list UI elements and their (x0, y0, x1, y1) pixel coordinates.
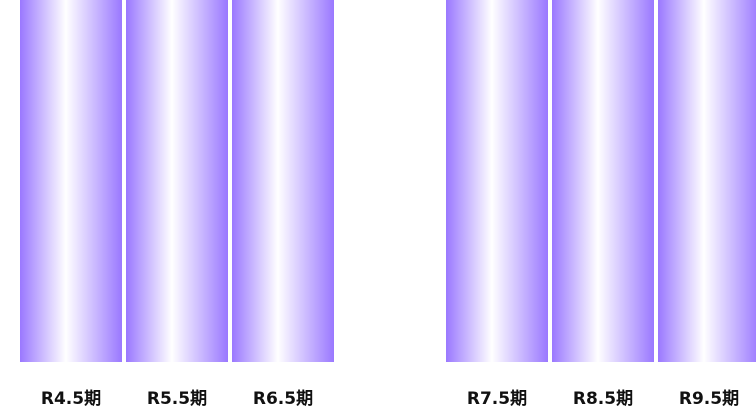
bar-R8.5期 (552, 0, 654, 362)
category-label: R4.5期 (41, 389, 101, 409)
bar-R5.5期 (126, 0, 228, 362)
bar-R9.5期 (658, 0, 756, 362)
category-label: R5.5期 (147, 389, 207, 409)
bar-R4.5期 (20, 0, 122, 362)
category-labels-layer: R4.5期 R5.5期 R6.5期 R7.5期 R8.5期 R9.5期 (41, 389, 739, 409)
bar-R7.5期 (446, 0, 548, 362)
category-label: R6.5期 (253, 389, 313, 409)
category-label: R9.5期 (679, 389, 739, 409)
bars-layer (20, 0, 756, 362)
category-label: R7.5期 (467, 389, 527, 409)
category-label: R8.5期 (573, 389, 633, 409)
bar-R6.5期 (232, 0, 334, 362)
